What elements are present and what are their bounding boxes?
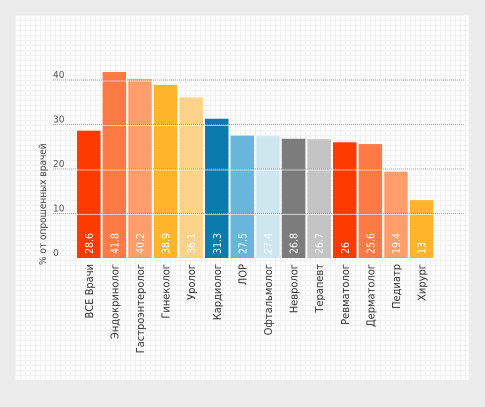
bar <box>153 84 178 259</box>
bar-value-label: 27.5 <box>237 233 249 254</box>
y-axis-ticks: 0 10 20 30 40 <box>53 70 65 259</box>
bar-value-label: 28.6 <box>84 233 96 254</box>
bars: 28.6 41.8 40.2 38.9 36.1 31.3 27.5 27.4 26.8 26.7… <box>77 71 434 259</box>
bar-value-label: 36.1 <box>186 233 198 254</box>
bar <box>333 142 357 258</box>
x-tick-label: Хирург <box>416 264 429 301</box>
x-tick-label: Дерматолог <box>364 264 377 327</box>
bar <box>230 135 255 258</box>
bar-chart: 28.6 41.8 40.2 38.9 36.1 31.3 27.5 27.4 26.8 26.7… <box>38 70 465 354</box>
x-tick-label: Педиатр <box>390 264 403 309</box>
y-tick-label: 30 <box>53 115 65 126</box>
x-tick-label: Невролог <box>288 264 301 313</box>
bar-value-label: 26.7 <box>314 233 326 254</box>
bar <box>205 118 229 258</box>
x-tick-label: Уролог <box>185 264 198 300</box>
bar <box>179 97 203 258</box>
x-tick-label: ВСЕ Врачи <box>83 264 96 319</box>
bar-value-label: 26.8 <box>289 233 301 254</box>
bar <box>358 144 383 258</box>
y-tick-label: 20 <box>53 159 65 170</box>
bar <box>256 136 280 258</box>
x-tick-label: Ревматолог <box>339 264 352 325</box>
bar-value-label: 40.2 <box>135 233 147 254</box>
bar-value-label: 31.3 <box>212 233 224 254</box>
x-tick-label: Гинеколог <box>160 264 173 319</box>
x-tick-label: Терапевт <box>313 264 326 314</box>
grid-lines <box>53 79 465 215</box>
x-tick-label: Офтальмолог <box>262 264 275 335</box>
bar-value-label: 19.4 <box>391 233 403 254</box>
y-axis-label: % от опрошенных врачей <box>38 143 49 265</box>
bar-value-label: 38.9 <box>161 233 173 254</box>
bar <box>128 79 152 258</box>
y-tick-label: 0 <box>53 248 59 259</box>
x-axis-labels: ВСЕ Врачи Эндокринолог Гастроэнтеролог Гине… <box>83 264 429 354</box>
y-tick-label: 10 <box>53 204 65 215</box>
chart-panel: 28.6 41.8 40.2 38.9 36.1 31.3 27.5 27.4 26.8 26.7… <box>15 15 469 380</box>
bar-value-label: 25.6 <box>365 233 377 254</box>
bar-value-label: 13 <box>417 242 429 254</box>
x-tick-label: Гастроэнтеролог <box>134 264 147 353</box>
x-tick-label: Кардиолог <box>211 264 224 320</box>
bar-value-label: 41.8 <box>109 233 121 254</box>
x-tick-label: Эндокринолог <box>108 264 121 339</box>
bar <box>281 138 306 258</box>
bar-value-label: 27.4 <box>263 233 275 254</box>
x-tick-label: ЛОР <box>236 264 249 285</box>
bar <box>102 71 127 258</box>
bar-value-label: 26 <box>340 242 352 254</box>
bar <box>77 130 101 258</box>
y-tick-label: 40 <box>53 70 65 81</box>
